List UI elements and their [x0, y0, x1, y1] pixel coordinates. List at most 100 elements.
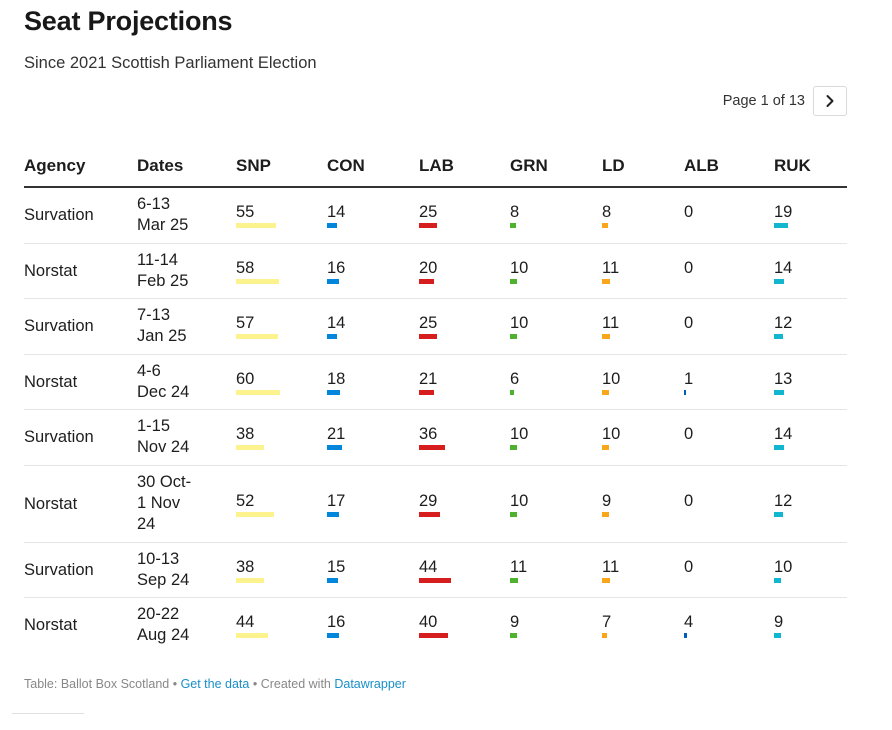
column-header-ld[interactable]: LD: [602, 146, 684, 188]
seat-bar-snp: [236, 278, 279, 284]
seat-value: 11: [602, 557, 620, 576]
dates-line: 4-6: [137, 361, 161, 380]
dates-line: 6-13: [137, 195, 171, 214]
seat-value: 29: [419, 491, 438, 510]
seat-value: 25: [419, 203, 438, 222]
seat-value: 15: [327, 557, 346, 576]
seat-value: 9: [510, 613, 520, 632]
seats-cell-ld: 7: [602, 597, 684, 653]
seats-cell-con: 16: [327, 243, 419, 299]
seats-cell-alb: 4: [684, 597, 774, 653]
column-header-ruk[interactable]: RUK: [774, 146, 847, 188]
seats-cell-lab: 25: [419, 187, 510, 244]
dates-line: Jan 25: [137, 327, 187, 345]
seats-cell-grn: 10: [510, 298, 602, 355]
dates-line: 7-13: [137, 306, 171, 324]
seats-cell-con: 14: [327, 187, 419, 244]
seats-cell-grn: 6: [510, 354, 602, 410]
seat-bar-ruk: [774, 445, 785, 450]
column-header-snp[interactable]: SNP: [236, 146, 327, 188]
seats-cell-ruk: 12: [774, 465, 847, 543]
seat-bar-ruk: [774, 278, 785, 284]
seats-cell-lab: 44: [419, 542, 510, 598]
seat-bar-grn: [510, 511, 518, 517]
seats-cell-alb: 0: [684, 542, 774, 598]
next-page-button[interactable]: [813, 86, 847, 116]
seat-bar-ruk: [774, 389, 784, 395]
seats-cell-lab: 25: [419, 298, 510, 355]
seats-cell-lab: 20: [419, 243, 510, 299]
seat-bar-lab: [419, 389, 435, 395]
seat-value: 11: [602, 258, 620, 277]
seat-value: 14: [327, 314, 346, 332]
seats-cell-ruk: 14: [774, 243, 847, 299]
seat-value: 21: [327, 425, 346, 443]
seat-value: 55: [236, 203, 255, 222]
seat-value: 9: [774, 613, 784, 632]
seat-bar-con: [327, 511, 340, 517]
seats-cell-ruk: 19: [774, 187, 847, 244]
seats-cell-snp: 60: [236, 354, 327, 410]
seat-value: 11: [602, 314, 620, 332]
seats-cell-grn: 10: [510, 465, 602, 543]
seat-bar-snp: [236, 445, 264, 450]
seat-bar-ruk: [774, 577, 782, 583]
seat-bar-lab: [419, 577, 452, 583]
seat-value: 4: [684, 613, 694, 632]
seat-bar-ruk: [774, 223, 788, 229]
seat-bar-ld: [602, 445, 610, 450]
seat-value: 10: [510, 425, 529, 443]
seat-bar-grn: [510, 334, 518, 339]
seat-value: 20: [419, 258, 438, 277]
seat-value: 6: [510, 369, 520, 388]
column-header-agency[interactable]: Agency: [24, 146, 137, 188]
agency-cell: Survation: [24, 298, 137, 355]
seats-cell-grn: 10: [510, 409, 602, 466]
seats-cell-snp: 44: [236, 597, 327, 653]
seat-bar-lab: [419, 633, 449, 639]
seats-cell-alb: 0: [684, 243, 774, 299]
seat-value: 17: [327, 491, 346, 510]
seat-value: 10: [510, 314, 529, 332]
seat-value: 44: [236, 613, 255, 632]
agency-cell: Survation: [24, 187, 137, 244]
footer-notes: Table: Ballot Box Scotland • Get the dat…: [24, 677, 406, 691]
seats-cell-con: 17: [327, 465, 419, 543]
chevron-right-icon: [826, 95, 834, 107]
agency-cell: Norstat: [24, 243, 137, 299]
dates-line: 30 Oct-: [137, 473, 192, 491]
dates-line: 24: [137, 515, 156, 533]
seat-bar-lab: [419, 223, 438, 229]
seat-value: 16: [327, 613, 346, 632]
seat-bar-grn: [510, 577, 519, 583]
column-header-dates[interactable]: Dates: [137, 146, 236, 188]
column-header-grn[interactable]: GRN: [510, 146, 602, 188]
seat-value: 10: [602, 425, 621, 443]
dates-cell: 11-14 Feb 25: [137, 243, 236, 299]
seats-cell-ruk: 10: [774, 542, 847, 598]
dates-cell: 20-22 Aug 24: [137, 597, 236, 653]
seats-cell-ld: 9: [602, 465, 684, 543]
column-header-lab[interactable]: LAB: [419, 146, 510, 188]
dates-line: Dec 24: [137, 382, 190, 401]
seat-bar-grn: [510, 223, 516, 229]
column-header-con[interactable]: CON: [327, 146, 419, 188]
seat-bar-grn: [510, 278, 518, 284]
seat-bar-ruk: [774, 511, 783, 517]
dates-line: Feb 25: [137, 271, 189, 290]
seats-cell-ld: 10: [602, 409, 684, 466]
column-header-alb[interactable]: ALB: [684, 146, 774, 188]
agency-cell: Norstat: [24, 354, 137, 410]
seats-cell-snp: 52: [236, 465, 327, 543]
datawrapper-link[interactable]: Datawrapper: [334, 677, 406, 691]
seat-value: 14: [774, 258, 793, 277]
dates-line: 1 Nov: [137, 494, 181, 512]
seat-bar-lab: [419, 445, 446, 450]
seat-value: 0: [684, 203, 694, 222]
dates-line: Aug 24: [137, 626, 190, 645]
dates-cell: 30 Oct- 1 Nov 24: [137, 465, 236, 543]
get-the-data-link[interactable]: Get the data: [180, 677, 250, 691]
seat-value: 38: [236, 425, 255, 443]
seat-bar-lab: [419, 278, 434, 284]
seat-bar-ld: [602, 577, 611, 583]
